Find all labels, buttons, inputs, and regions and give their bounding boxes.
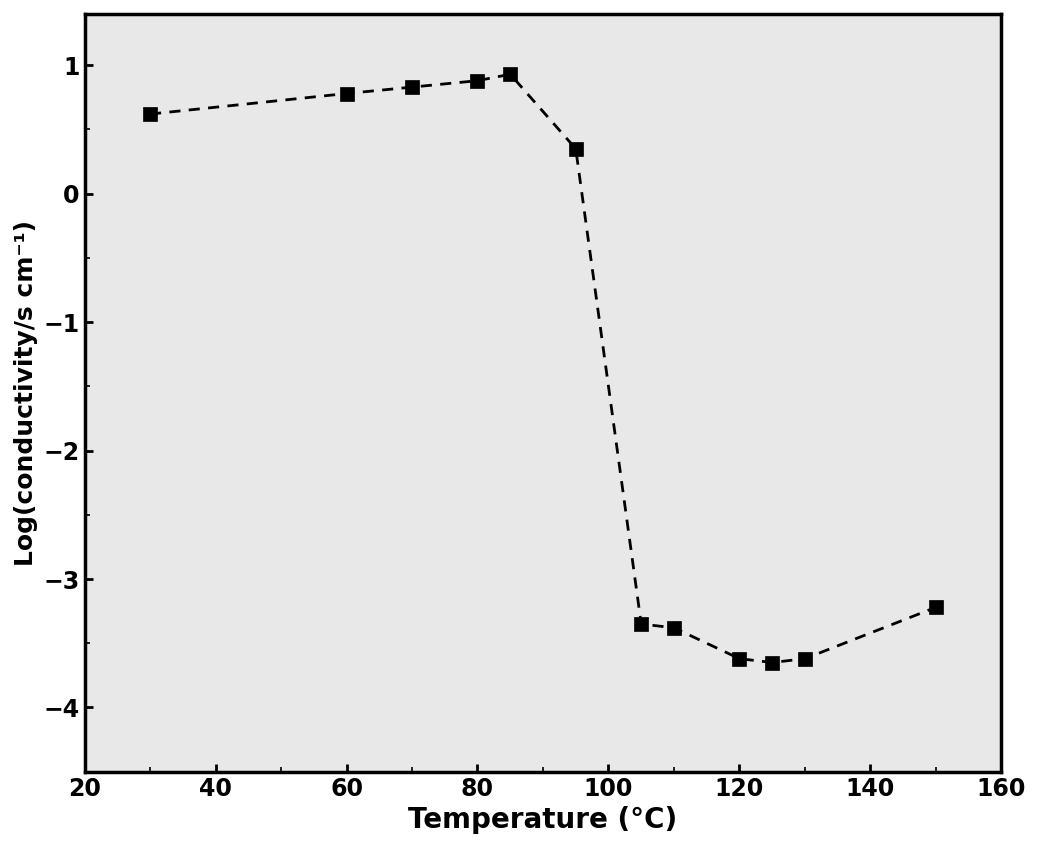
X-axis label: Temperature (°C): Temperature (°C): [409, 806, 678, 834]
Y-axis label: Log(conductivity/s cm⁻¹): Log(conductivity/s cm⁻¹): [14, 220, 37, 566]
